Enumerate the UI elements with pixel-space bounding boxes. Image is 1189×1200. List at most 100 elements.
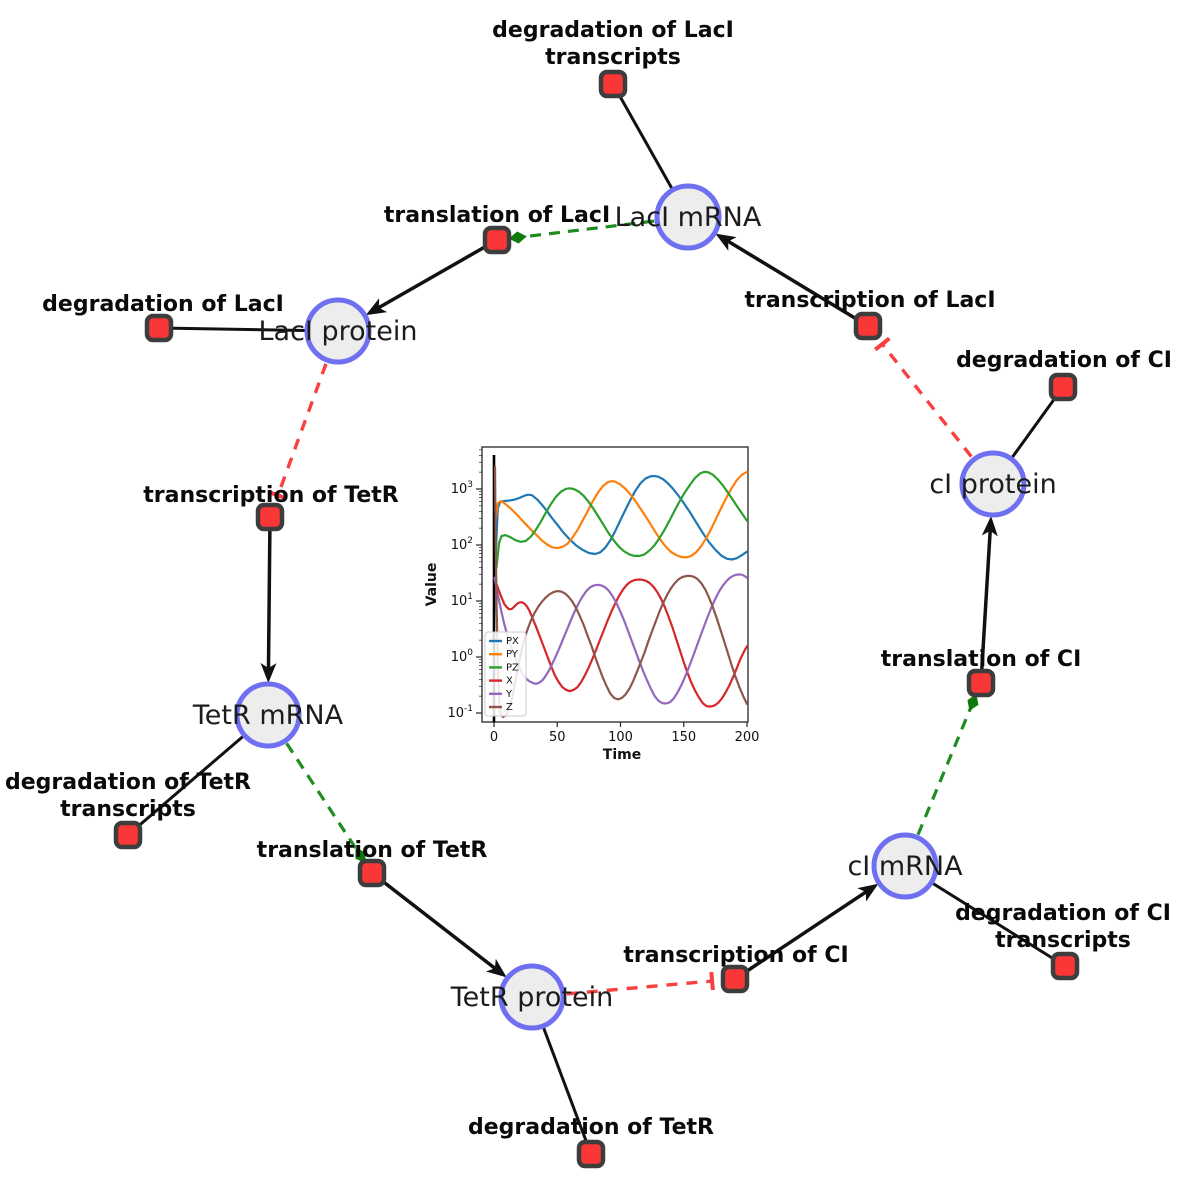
reaction-label-line: transcription of TetR <box>143 483 399 508</box>
reaction-label-transl_laci: translation of LacI <box>384 203 610 228</box>
reaction-node-deg_tetr_tx[interactable] <box>113 820 143 850</box>
reaction-label-line: transcription of LacI <box>744 288 995 313</box>
species-label-laci_mrna: LacI mRNA <box>615 202 762 233</box>
reaction-label-line: degradation of CI <box>955 901 1171 926</box>
species-node-laci_protein[interactable] <box>304 297 372 365</box>
y-tick-label: 101 <box>451 592 473 609</box>
y-tick-base: 10 <box>451 650 468 665</box>
inset-chart: 0 50 100 150 20010310210110010-1TimeValuePXP… <box>424 446 759 763</box>
x-tick-label: 150 <box>671 730 696 745</box>
reaction-label-line: transcription of CI <box>623 943 848 968</box>
legend-item-X: X <box>506 676 513 687</box>
reaction-label-line: degradation of TetR <box>5 770 251 795</box>
edge-arrow-tx_laci-to-laci_mrna <box>715 233 869 328</box>
chart-series-X <box>493 576 748 708</box>
edge-arrow-transl_laci-to-laci_protein <box>365 238 498 316</box>
reaction-label-line: transcripts <box>995 928 1131 953</box>
edge-plain-ci_mrna-to-deg_ci_tx <box>932 882 1066 968</box>
species-label-tetr_protein: TetR protein <box>450 982 613 1013</box>
reaction-label-line: translation of CI <box>881 647 1082 672</box>
edge-inhibition-laci_protein-to-tx_tetr <box>268 363 328 501</box>
reaction-node-tx_tetr[interactable] <box>255 502 285 532</box>
x-tick-label: 50 <box>549 730 566 745</box>
reaction-label-line: degradation of CI <box>956 348 1172 373</box>
reaction-label-tx_ci: transcription of CI <box>623 943 848 968</box>
y-tick-exponent: -1 <box>464 704 473 714</box>
edge-inhibition-ci_protein-to-tx_laci <box>873 336 973 458</box>
edge-arrow-tx_ci-to-ci_mrna <box>734 883 879 981</box>
y-tick-exponent: 2 <box>467 536 473 546</box>
species-node-tetr_protein[interactable] <box>498 963 566 1031</box>
edge-modifier-tetr_mrna-to-transl_tetr <box>285 742 366 863</box>
reaction-label-line: transcripts <box>545 45 681 70</box>
y-tick-label: 10-1 <box>447 704 473 721</box>
species-node-tetr_mrna[interactable] <box>234 681 302 749</box>
legend-item-PY: PY <box>506 649 519 660</box>
reaction-label-tx_tetr: transcription of TetR <box>143 483 399 508</box>
reaction-node-deg_laci_tx[interactable] <box>598 69 628 99</box>
legend-item-Y: Y <box>505 689 513 700</box>
x-tick-label: 0 <box>490 730 498 745</box>
reaction-label-deg_ci: degradation of CI <box>956 348 1172 373</box>
reaction-label-deg_laci_tx: degradation of LacI transcripts <box>492 18 734 70</box>
x-tick-label: 100 <box>608 730 633 745</box>
y-tick-base: 10 <box>447 706 464 721</box>
reaction-node-deg_tetr[interactable] <box>576 1139 606 1169</box>
legend-item-PX: PX <box>506 636 519 647</box>
y-tick-label: 102 <box>451 536 473 553</box>
chart-series-layer <box>492 455 748 722</box>
edge-plain-laci_protein-to-deg_laci <box>158 326 306 332</box>
reaction-label-deg_tetr: degradation of TetR <box>468 1115 714 1140</box>
nodes-layer <box>113 69 1080 1169</box>
species-label-ci_protein: cI protein <box>929 469 1056 500</box>
reaction-label-transl_ci: translation of CI <box>881 647 1082 672</box>
species-node-ci_mrna[interactable] <box>871 832 939 900</box>
edge-plain-laci_mrna-to-deg_laci_tx <box>611 83 674 189</box>
reaction-node-transl_laci[interactable] <box>482 225 512 255</box>
chart-series-PY <box>494 470 748 559</box>
y-tick-exponent: 3 <box>467 480 473 490</box>
species-node-laci_mrna[interactable] <box>654 183 722 251</box>
edge-arrow-transl_ci-to-ci_protein <box>979 515 998 684</box>
edge-inhibition-tetr_protein-to-tx_ci <box>566 971 715 996</box>
reaction-node-transl_ci[interactable] <box>966 668 996 698</box>
species-label-ci_mrna: cI mRNA <box>847 851 963 882</box>
reaction-node-transl_tetr[interactable] <box>357 858 387 888</box>
y-tick-label: 103 <box>451 480 473 497</box>
reaction-label-line: transcripts <box>60 797 196 822</box>
reaction-label-tx_laci: transcription of LacI <box>744 288 995 313</box>
reaction-node-tx_laci[interactable] <box>853 311 883 341</box>
reaction-label-line: degradation of TetR <box>468 1115 714 1140</box>
y-tick-label: 100 <box>451 648 474 665</box>
legend-item-PZ: PZ <box>506 662 519 673</box>
species-node-ci_protein[interactable] <box>959 450 1027 518</box>
y-tick-base: 10 <box>451 482 468 497</box>
reaction-label-deg_laci: degradation of LacI <box>42 292 284 317</box>
reaction-label-transl_tetr: translation of TetR <box>257 838 488 863</box>
edges-layer <box>127 83 1066 1155</box>
edge-modifier-laci_mrna-to-transl_laci <box>508 219 655 244</box>
legend-item-Z: Z <box>506 702 513 713</box>
edge-modifier-ci_mrna-to-transl_ci <box>916 694 979 836</box>
labels-layer: degradation of LacI transcriptstranslatio… <box>5 18 1172 1140</box>
edge-arrow-transl_tetr-to-tetr_protein <box>370 871 507 978</box>
reaction-node-tx_ci[interactable] <box>720 964 750 994</box>
reaction-node-deg_laci[interactable] <box>144 313 174 343</box>
chart-series-PZ <box>495 470 748 569</box>
y-tick-exponent: 0 <box>467 648 473 658</box>
y-tick-base: 10 <box>451 538 468 553</box>
reaction-node-deg_ci_tx[interactable] <box>1050 951 1080 981</box>
species-label-laci_protein: LacI protein <box>259 316 418 347</box>
reaction-label-line: degradation of LacI <box>42 292 284 317</box>
y-tick-base: 10 <box>451 594 468 609</box>
y-tick-exponent: 1 <box>467 592 473 602</box>
chart-x-axis-label: Time <box>603 747 641 763</box>
reaction-label-line: degradation of LacI <box>492 18 734 43</box>
edge-plain-tetr_protein-to-deg_tetr <box>542 1027 593 1155</box>
chart-y-axis-label: Value <box>424 563 440 607</box>
reaction-node-deg_ci[interactable] <box>1048 372 1078 402</box>
reaction-label-line: translation of LacI <box>384 203 610 228</box>
reaction-label-deg_ci_tx: degradation of CI transcripts <box>955 901 1171 953</box>
